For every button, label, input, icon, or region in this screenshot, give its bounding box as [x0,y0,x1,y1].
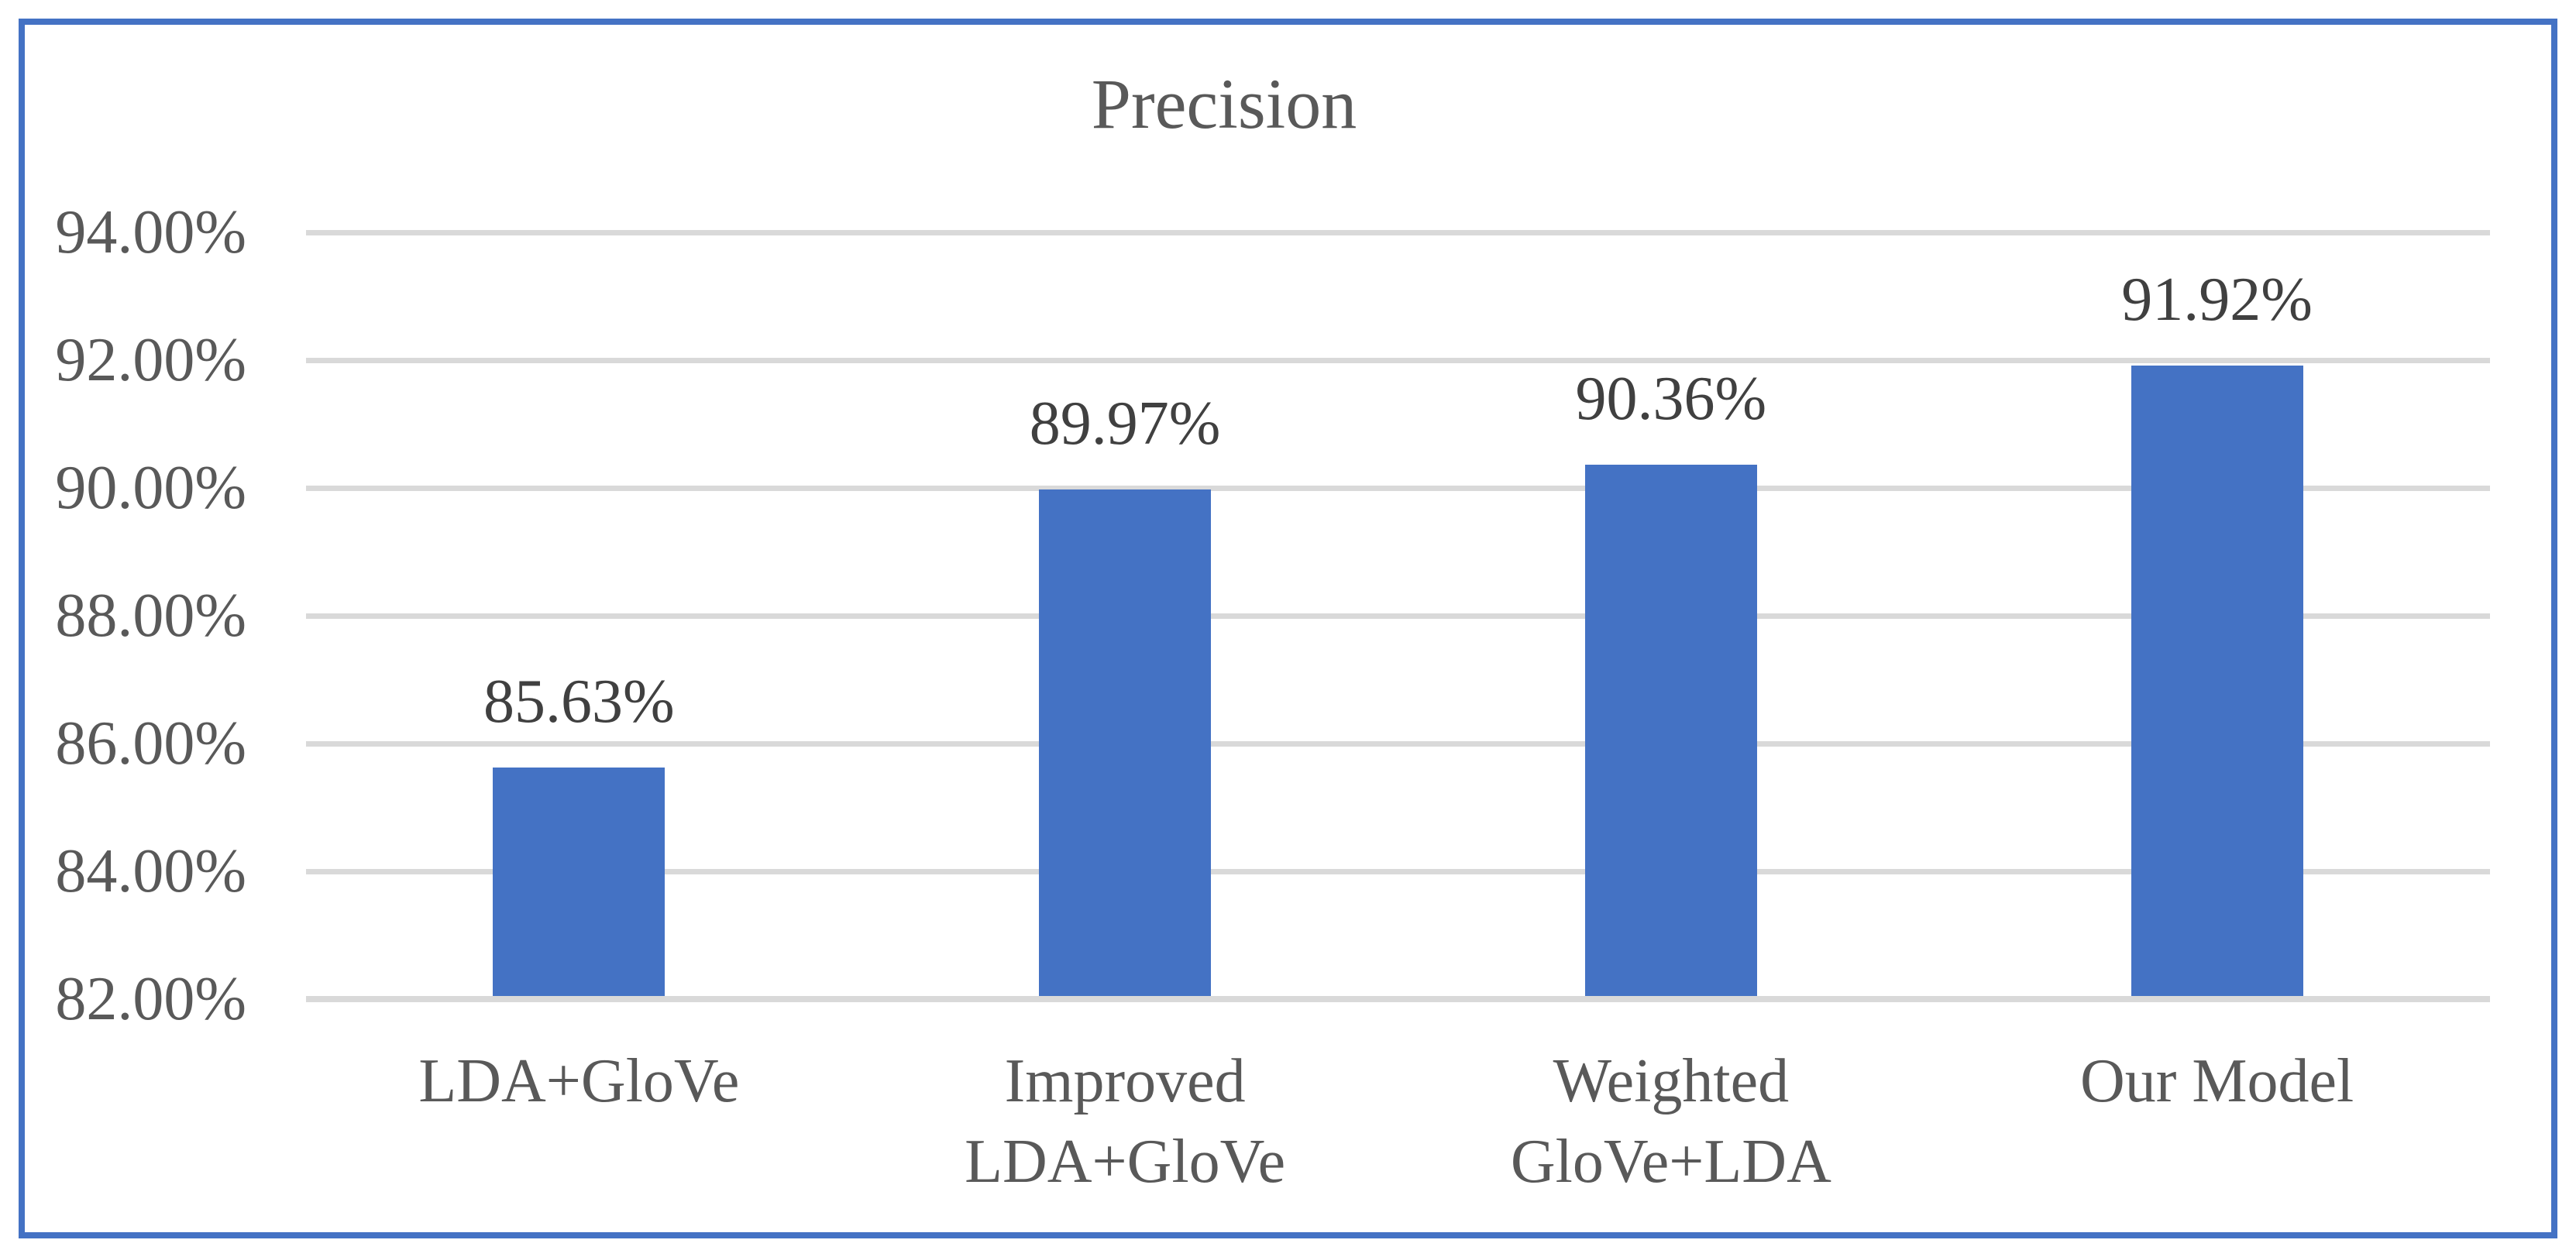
x-axis-category-label: Weighted GloVe+LDA [1398,1041,1944,1202]
bar [1584,465,1757,996]
y-axis-tick-label: 92.00% [55,326,246,394]
y-axis-tick-label: 82.00% [55,965,246,1033]
x-axis-category-label: LDA+GloVe [306,1041,851,1121]
y-axis-tick-label: 94.00% [55,198,246,266]
gridline [306,485,2490,491]
gridline [306,357,2490,363]
chart-frame-border [19,19,2557,1238]
x-axis-category-line: Weighted [1553,1047,1790,1115]
x-axis-line [306,996,2490,1002]
x-axis-category-label: Improved LDA+GloVe [852,1041,1398,1202]
gridline [306,613,2490,619]
x-axis-category-line: GloVe+LDA [1510,1128,1831,1196]
x-axis-category-line: LDA+GloVe [965,1128,1286,1196]
gridline [306,740,2490,747]
y-axis-tick-label: 86.00% [55,709,246,778]
bar-value-label: 89.97% [1029,390,1221,458]
bar-value-label: 85.63% [483,667,675,736]
gridline [306,229,2490,235]
x-axis-category-label: Our Model [1945,1041,2490,1121]
bar [493,767,665,996]
x-axis-category-line: LDA+GloVe [418,1047,740,1115]
x-axis-category-line: Improved [1004,1047,1246,1115]
bar [1039,489,1212,996]
chart-title: Precision [1091,64,1357,143]
bar [2131,365,2303,996]
bar-value-label: 91.92% [2121,265,2313,334]
x-axis-category-line: Our Model [2079,1047,2354,1115]
bar-value-label: 90.36% [1575,365,1767,434]
y-axis-tick-label: 90.00% [55,454,246,522]
y-axis-tick-label: 88.00% [55,582,246,650]
gridline [306,868,2490,874]
y-axis-tick-label: 84.00% [55,837,246,905]
